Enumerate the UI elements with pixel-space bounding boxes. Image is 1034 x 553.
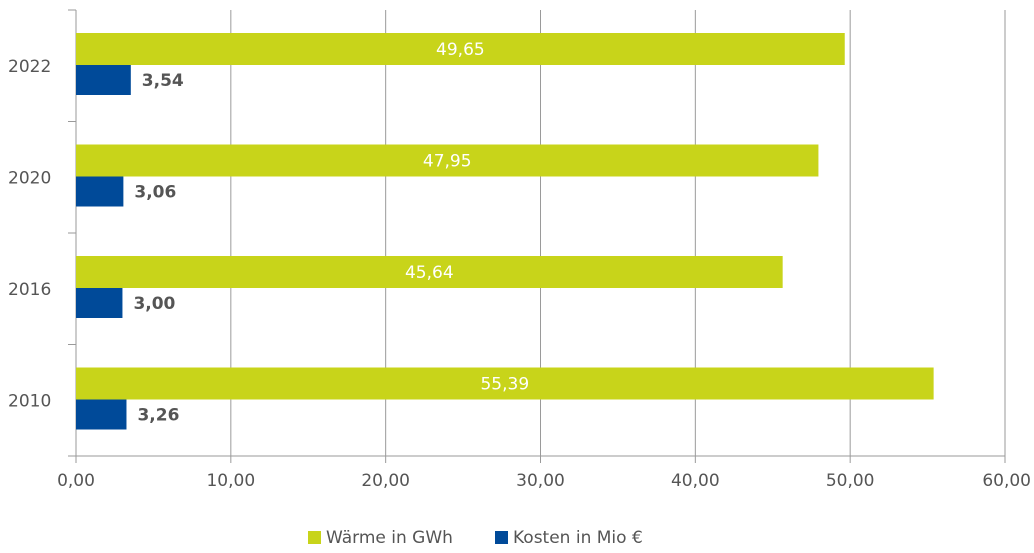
data-label-kosten: 3,26 xyxy=(137,406,179,426)
x-tick-label: 20,00 xyxy=(361,471,410,491)
bar-kosten xyxy=(76,288,123,318)
y-category-label: 2010 xyxy=(8,391,51,411)
legend-swatch-waerme xyxy=(308,531,321,544)
x-tick-label: 40,00 xyxy=(671,471,720,491)
y-category-label: 2020 xyxy=(8,168,51,188)
y-category-label: 2016 xyxy=(8,280,51,300)
bars xyxy=(76,33,934,430)
data-label-waerme: 49,65 xyxy=(436,40,485,60)
data-labels: 55,39 3,26 45,64 3,00 47,95 3,06 49,65 3,54 xyxy=(133,40,529,426)
x-tick-label: 0,00 xyxy=(57,471,95,491)
data-label-kosten: 3,06 xyxy=(134,183,176,203)
data-label-waerme: 47,95 xyxy=(423,152,472,172)
x-tick-label: 50,00 xyxy=(826,471,875,491)
data-label-kosten: 3,54 xyxy=(142,71,184,91)
bar-waerme xyxy=(76,33,845,65)
legend-label-waerme: Wärme in GWh xyxy=(326,528,453,548)
x-tick-label: 10,00 xyxy=(206,471,255,491)
x-tick-label: 30,00 xyxy=(516,471,565,491)
data-label-waerme: 55,39 xyxy=(480,375,529,395)
bar-waerme xyxy=(76,256,783,288)
data-label-kosten: 3,00 xyxy=(133,294,175,314)
data-label-waerme: 45,64 xyxy=(405,263,454,283)
bar-kosten xyxy=(76,399,127,430)
bar-waerme xyxy=(76,144,819,177)
bar-kosten xyxy=(76,176,124,207)
legend-swatch-kosten xyxy=(495,531,508,544)
legend: Wärme in GWh Kosten in Mio € xyxy=(308,528,643,548)
bar-kosten xyxy=(76,65,131,95)
axes: 0,00 10,00 20,00 30,00 40,00 50,00 60,00 2010 20… xyxy=(8,9,1031,491)
x-tick-label: 60,00 xyxy=(982,471,1031,491)
bar-waerme xyxy=(76,367,934,400)
y-category-label: 2022 xyxy=(8,57,51,77)
legend-label-kosten: Kosten in Mio € xyxy=(513,528,643,548)
